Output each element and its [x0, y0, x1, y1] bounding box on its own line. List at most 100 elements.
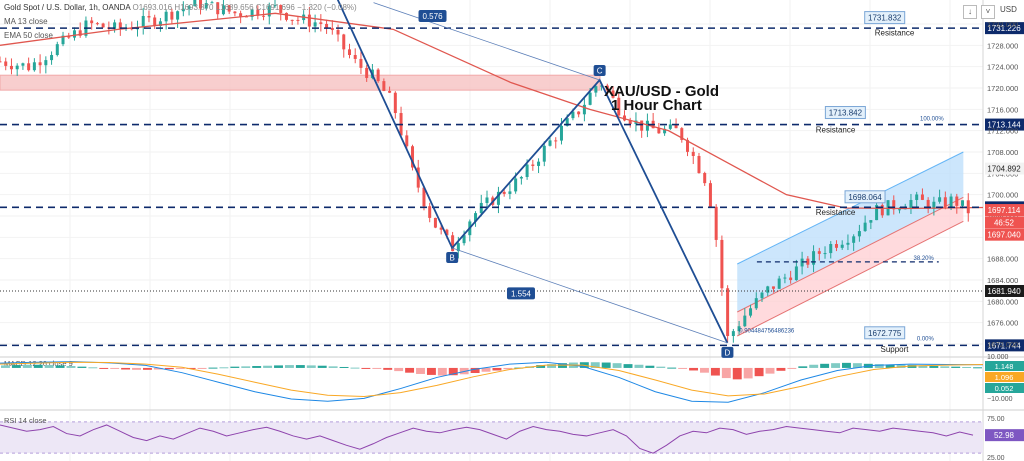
candle-body — [852, 236, 856, 243]
macd-histogram-bar — [700, 367, 709, 373]
pattern-point-badge — [593, 65, 606, 76]
candle-body — [428, 206, 432, 218]
price-badge-bg — [985, 162, 1024, 175]
candle-body — [382, 81, 386, 91]
candle-body — [113, 22, 117, 29]
candle-body — [416, 167, 420, 188]
candle-body — [353, 55, 357, 59]
download-icon[interactable]: ↓ — [963, 5, 977, 19]
macd-histogram-bar — [121, 367, 131, 370]
price-callout: 1672.775 — [864, 326, 906, 340]
candle-body — [216, 2, 220, 15]
candle-body — [55, 44, 59, 56]
macd-histogram-bar — [317, 365, 327, 368]
pattern-point-C: C — [593, 65, 606, 76]
pattern-point-label: C — [597, 67, 603, 76]
candle-body — [244, 16, 248, 18]
candle-body — [250, 9, 254, 17]
macd-histogram-bar — [929, 366, 939, 368]
candle-body — [932, 201, 936, 209]
price-callout: 1713.842 — [824, 106, 866, 120]
candle-body — [909, 199, 913, 209]
ratio-badge: 1.554 — [506, 287, 535, 300]
macd-histogram-bar — [1, 365, 10, 368]
candle-body — [15, 65, 19, 70]
candle-body — [147, 15, 151, 18]
candle-body — [622, 115, 626, 121]
macd-histogram-bar — [416, 367, 425, 374]
candle-body — [680, 128, 684, 140]
chevron-down-icon[interactable]: ˅ — [981, 5, 995, 19]
macd-histogram-bar — [820, 363, 830, 368]
candle-body — [789, 277, 793, 281]
ratio-badge: 0.576 — [418, 10, 447, 22]
macd-histogram-bar — [186, 367, 196, 369]
price-tick-label: 1720.000 — [987, 84, 1018, 93]
candle-body — [365, 67, 369, 78]
candle-body — [869, 220, 873, 223]
ma13-legend[interactable]: MA 13 close — [4, 17, 48, 26]
candle-body — [846, 242, 850, 245]
rsi-badge-bg — [985, 429, 1024, 442]
price-axis-label: 1731.226 — [985, 22, 1024, 35]
macd-histogram-bar — [634, 364, 644, 368]
candle-body — [38, 62, 42, 66]
ratio-badge-text: 1.554 — [511, 289, 532, 298]
price-axis-label-text: 1713.144 — [987, 121, 1021, 130]
candle-body — [153, 17, 157, 26]
macd-histogram-bar — [284, 365, 294, 368]
candle-body — [273, 5, 277, 7]
macd-histogram-bar — [208, 367, 218, 369]
fib-level-label: 100.00% — [920, 117, 944, 123]
macd-histogram-bar — [547, 364, 557, 368]
price-tick-label: 1716.000 — [987, 105, 1018, 114]
macd-histogram-bar — [623, 364, 633, 368]
candle-body — [863, 222, 867, 232]
macd-histogram-bar — [306, 365, 316, 368]
candle-body — [628, 120, 632, 124]
ratio-text: 0.904484756486236 — [739, 328, 795, 334]
macd-histogram-bar — [874, 364, 884, 368]
ema50-legend[interactable]: EMA 50 close — [4, 31, 53, 40]
symbol-title[interactable]: Gold Spot / U.S. Dollar, 1h, OANDA — [4, 3, 131, 12]
macd-histogram-bar — [754, 367, 764, 377]
candle-body — [307, 14, 311, 27]
macd-line — [0, 361, 984, 403]
candle-body — [0, 61, 2, 63]
candle-body — [359, 58, 363, 68]
candle-body — [411, 146, 415, 168]
candle-body — [674, 124, 678, 129]
candle-body — [766, 286, 770, 293]
price-badge: 1697.114 — [985, 204, 1024, 217]
candle-body — [90, 20, 94, 24]
candle-body — [376, 69, 380, 82]
rsi-tick-label: 75.00 — [987, 416, 1005, 423]
candle-body — [193, 0, 197, 7]
candle-body — [817, 251, 821, 254]
macd-histogram-bar — [88, 367, 98, 369]
candle-body — [898, 209, 902, 211]
candle-body — [456, 243, 460, 252]
macd-histogram-bar — [66, 366, 76, 368]
macd-histogram-bar — [918, 365, 928, 368]
candle-body — [657, 128, 661, 134]
candle-body — [433, 217, 437, 228]
price-callout: 1731.832 — [864, 11, 906, 25]
rsi-badge: 52.98 — [985, 429, 1024, 442]
macd-histogram-bar — [372, 367, 382, 369]
candle-body — [210, 2, 214, 4]
candle-body — [485, 197, 489, 203]
candle-body — [176, 11, 180, 20]
macd-histogram-bar — [55, 365, 65, 368]
macd-histogram-bar — [383, 367, 393, 370]
candle-body — [164, 11, 168, 22]
candle-body — [663, 128, 667, 134]
candle-body — [170, 11, 174, 20]
macd-histogram-bar — [667, 367, 677, 369]
candle-body — [422, 187, 426, 207]
candle-body — [926, 199, 930, 209]
candle-body — [875, 205, 879, 221]
macd-histogram-bar — [940, 366, 950, 368]
macd-histogram-bar — [274, 365, 283, 368]
